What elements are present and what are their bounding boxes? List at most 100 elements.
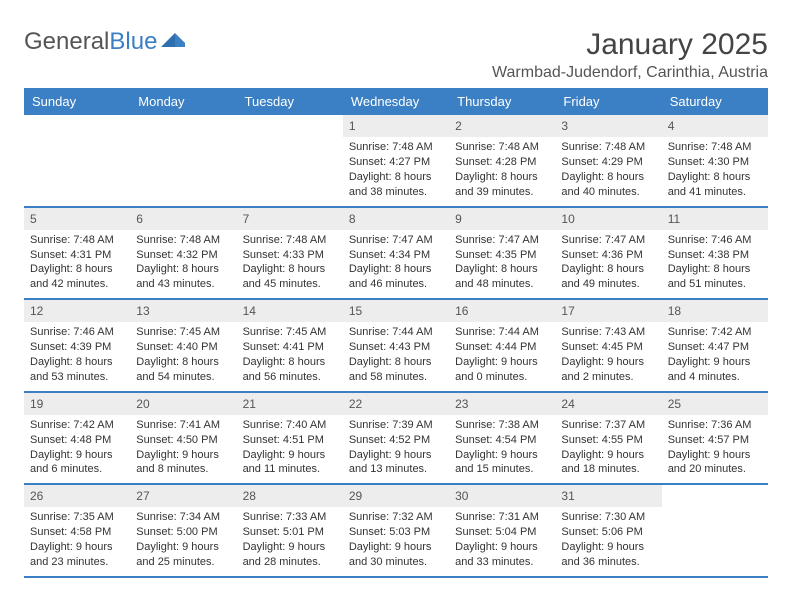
daylight-text: and 42 minutes. — [30, 277, 124, 292]
sunset-text: Sunset: 4:51 PM — [243, 433, 337, 448]
week-row: 1Sunrise: 7:48 AMSunset: 4:27 PMDaylight… — [24, 115, 768, 208]
day-cell: 5 Sunrise: 7:48 AMSunset: 4:31 PMDaylight… — [24, 208, 130, 299]
sunset-text: Sunset: 4:44 PM — [455, 340, 549, 355]
daylight-text: Daylight: 8 hours — [30, 355, 124, 370]
day-cell: 4Sunrise: 7:48 AMSunset: 4:30 PMDaylight… — [662, 115, 768, 206]
day-number: 22 — [343, 393, 449, 415]
daylight-text: and 2 minutes. — [561, 370, 655, 385]
empty-cell — [237, 115, 343, 206]
day-body: Sunrise: 7:48 AMSunset: 4:31 PMDaylight:… — [24, 233, 130, 292]
day-number: 16 — [449, 300, 555, 322]
daylight-text: and 53 minutes. — [30, 370, 124, 385]
day-cell: 29Sunrise: 7:32 AMSunset: 5:03 PMDayligh… — [343, 485, 449, 576]
day-body: Sunrise: 7:42 AMSunset: 4:48 PMDaylight:… — [24, 418, 130, 477]
daylight-text: and 15 minutes. — [455, 462, 549, 477]
day-cell: 31Sunrise: 7:30 AMSunset: 5:06 PMDayligh… — [555, 485, 661, 576]
day-body: Sunrise: 7:37 AMSunset: 4:55 PMDaylight:… — [555, 418, 661, 477]
dow-friday: Friday — [555, 88, 661, 115]
day-number: 30 — [449, 485, 555, 507]
sunset-text: Sunset: 4:40 PM — [136, 340, 230, 355]
day-cell: 16Sunrise: 7:44 AMSunset: 4:44 PMDayligh… — [449, 300, 555, 391]
sunset-text: Sunset: 4:45 PM — [561, 340, 655, 355]
logo-text-1: General — [24, 28, 109, 56]
day-number: 15 — [343, 300, 449, 322]
logo-icon — [161, 28, 187, 56]
daylight-text: Daylight: 9 hours — [243, 448, 337, 463]
day-cell: 28Sunrise: 7:33 AMSunset: 5:01 PMDayligh… — [237, 485, 343, 576]
sunset-text: Sunset: 4:28 PM — [455, 155, 549, 170]
daylight-text: and 11 minutes. — [243, 462, 337, 477]
daylight-text: and 49 minutes. — [561, 277, 655, 292]
day-body: Sunrise: 7:47 AMSunset: 4:35 PMDaylight:… — [449, 233, 555, 292]
day-number: 7 — [237, 208, 343, 230]
day-cell: 30Sunrise: 7:31 AMSunset: 5:04 PMDayligh… — [449, 485, 555, 576]
daylight-text: Daylight: 8 hours — [668, 170, 762, 185]
sunrise-text: Sunrise: 7:41 AM — [136, 418, 230, 433]
daylight-text: and 56 minutes. — [243, 370, 337, 385]
day-cell: 2Sunrise: 7:48 AMSunset: 4:28 PMDaylight… — [449, 115, 555, 206]
sunrise-text: Sunrise: 7:42 AM — [668, 325, 762, 340]
day-number: 11 — [662, 208, 768, 230]
daylight-text: Daylight: 8 hours — [349, 262, 443, 277]
daylight-text: Daylight: 9 hours — [243, 540, 337, 555]
sunset-text: Sunset: 4:41 PM — [243, 340, 337, 355]
day-cell: 12Sunrise: 7:46 AMSunset: 4:39 PMDayligh… — [24, 300, 130, 391]
sunrise-text: Sunrise: 7:30 AM — [561, 510, 655, 525]
daylight-text: and 6 minutes. — [30, 462, 124, 477]
sunset-text: Sunset: 4:34 PM — [349, 248, 443, 263]
day-cell: 25Sunrise: 7:36 AMSunset: 4:57 PMDayligh… — [662, 393, 768, 484]
daylight-text: and 40 minutes. — [561, 185, 655, 200]
header: GeneralBlue January 2025 Warmbad-Judendo… — [24, 28, 768, 82]
day-body: Sunrise: 7:38 AMSunset: 4:54 PMDaylight:… — [449, 418, 555, 477]
dow-wednesday: Wednesday — [343, 88, 449, 115]
daylight-text: Daylight: 8 hours — [243, 355, 337, 370]
sunset-text: Sunset: 4:57 PM — [668, 433, 762, 448]
daylight-text: and 43 minutes. — [136, 277, 230, 292]
day-number: 5 — [24, 208, 130, 230]
daylight-text: Daylight: 9 hours — [455, 540, 549, 555]
day-number: 10 — [555, 208, 661, 230]
daylight-text: Daylight: 8 hours — [136, 262, 230, 277]
daylight-text: Daylight: 8 hours — [136, 355, 230, 370]
daylight-text: Daylight: 9 hours — [455, 355, 549, 370]
day-number: 3 — [555, 115, 661, 137]
day-number: 14 — [237, 300, 343, 322]
day-number: 18 — [662, 300, 768, 322]
dow-saturday: Saturday — [662, 88, 768, 115]
calendar-page: GeneralBlue January 2025 Warmbad-Judendo… — [0, 0, 792, 598]
sunrise-text: Sunrise: 7:43 AM — [561, 325, 655, 340]
daylight-text: and 30 minutes. — [349, 555, 443, 570]
sunrise-text: Sunrise: 7:48 AM — [30, 233, 124, 248]
daylight-text: Daylight: 8 hours — [455, 262, 549, 277]
day-cell: 15Sunrise: 7:44 AMSunset: 4:43 PMDayligh… — [343, 300, 449, 391]
day-body: Sunrise: 7:48 AMSunset: 4:32 PMDaylight:… — [130, 233, 236, 292]
day-cell: 18Sunrise: 7:42 AMSunset: 4:47 PMDayligh… — [662, 300, 768, 391]
day-number: 31 — [555, 485, 661, 507]
day-body: Sunrise: 7:48 AMSunset: 4:28 PMDaylight:… — [449, 140, 555, 199]
daylight-text: and 28 minutes. — [243, 555, 337, 570]
weeks-container: 1Sunrise: 7:48 AMSunset: 4:27 PMDaylight… — [24, 115, 768, 578]
week-row: 26Sunrise: 7:35 AMSunset: 4:58 PMDayligh… — [24, 485, 768, 578]
sunrise-text: Sunrise: 7:48 AM — [349, 140, 443, 155]
day-number: 21 — [237, 393, 343, 415]
day-number: 9 — [449, 208, 555, 230]
sunset-text: Sunset: 4:30 PM — [668, 155, 762, 170]
day-body: Sunrise: 7:33 AMSunset: 5:01 PMDaylight:… — [237, 510, 343, 569]
sunset-text: Sunset: 5:01 PM — [243, 525, 337, 540]
sunset-text: Sunset: 4:27 PM — [349, 155, 443, 170]
sunrise-text: Sunrise: 7:47 AM — [349, 233, 443, 248]
sunrise-text: Sunrise: 7:46 AM — [668, 233, 762, 248]
daylight-text: and 38 minutes. — [349, 185, 443, 200]
daylight-text: and 39 minutes. — [455, 185, 549, 200]
daylight-text: Daylight: 9 hours — [136, 540, 230, 555]
sunrise-text: Sunrise: 7:48 AM — [668, 140, 762, 155]
sunset-text: Sunset: 5:03 PM — [349, 525, 443, 540]
sunset-text: Sunset: 5:00 PM — [136, 525, 230, 540]
sunrise-text: Sunrise: 7:45 AM — [136, 325, 230, 340]
day-cell: 13Sunrise: 7:45 AMSunset: 4:40 PMDayligh… — [130, 300, 236, 391]
daylight-text: Daylight: 8 hours — [349, 170, 443, 185]
day-cell: 11Sunrise: 7:46 AMSunset: 4:38 PMDayligh… — [662, 208, 768, 299]
sunset-text: Sunset: 4:50 PM — [136, 433, 230, 448]
daylight-text: Daylight: 9 hours — [136, 448, 230, 463]
week-row: 12Sunrise: 7:46 AMSunset: 4:39 PMDayligh… — [24, 300, 768, 393]
